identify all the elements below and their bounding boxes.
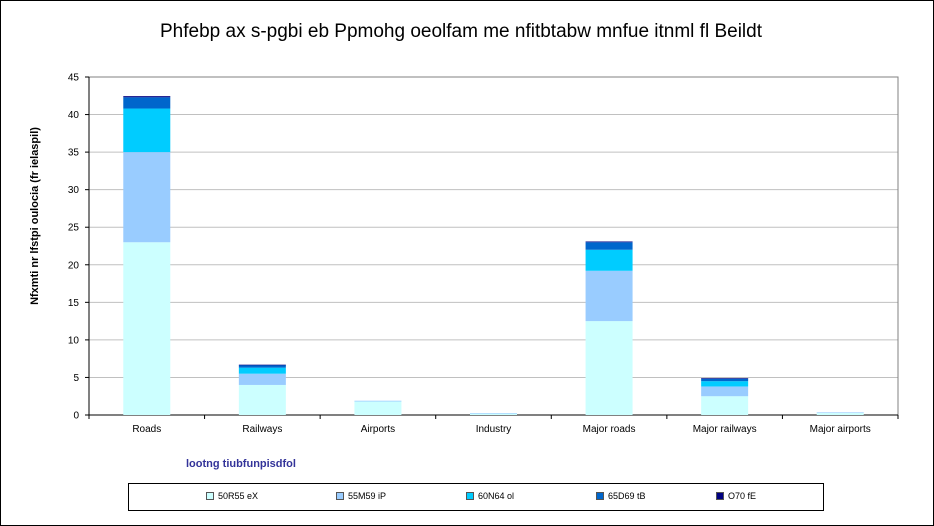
legend-label: 60N64 ol [478, 491, 515, 501]
legend: 50R55 eX 55M59 iP 60N64 ol 65D69 tB O70 fE [128, 483, 824, 511]
bar-segment [123, 152, 171, 243]
x-tick-label: Airports [361, 424, 395, 435]
y-tick-label: 15 [68, 298, 80, 309]
bar-segment [585, 270, 633, 322]
x-tick-label: Major airports [810, 424, 871, 435]
bar-segment [354, 401, 402, 415]
x-tick-label: Industry [476, 424, 512, 435]
legend-item: 60N64 ol [466, 491, 514, 501]
bar-segment [238, 364, 286, 366]
y-tick-label: 40 [68, 110, 80, 121]
legend-label: 50R55 eX [218, 491, 259, 501]
bar-segment [701, 381, 749, 387]
bar-segment [701, 396, 749, 415]
plot-border [88, 76, 899, 416]
bar-segment [701, 378, 749, 379]
bar-segment [816, 412, 864, 413]
x-tick-label: Railways [242, 424, 282, 435]
legend-swatch [336, 492, 344, 500]
bar-segment [701, 386, 749, 397]
y-tick-label: 45 [68, 73, 80, 84]
bar-segment [816, 412, 864, 415]
legend-swatch [596, 492, 604, 500]
legend-label: O70 fE [728, 491, 757, 501]
legend-item: 55M59 iP [336, 491, 386, 501]
legend-label: 55M59 iP [348, 491, 387, 501]
bar-segment [123, 108, 171, 153]
y-tick-label: 35 [68, 148, 80, 159]
legend-item: 50R55 eX [206, 491, 258, 501]
bar-segment [123, 97, 171, 109]
y-tick-label: 5 [73, 373, 79, 384]
bar-segment [470, 413, 517, 414]
bar-segment [238, 373, 286, 385]
x-tick-label: Major railways [693, 424, 757, 435]
bar-segment [354, 400, 402, 402]
bar-segment [123, 242, 171, 415]
x-axis-note: lootng tiubfunpisdfol [186, 458, 296, 470]
y-tick-label: 0 [73, 411, 79, 422]
bar-segment [470, 413, 517, 415]
bar-segment [238, 365, 286, 368]
legend-item: O70 fE [716, 491, 756, 501]
y-tick-label: 10 [68, 335, 80, 346]
x-tick-label: Roads [132, 424, 161, 435]
legend-label: 65D69 tB [608, 491, 646, 501]
bar-segment [585, 321, 633, 415]
bar-segment [585, 249, 633, 271]
legend-swatch [466, 492, 474, 500]
legend-item: 65D69 tB [596, 491, 646, 501]
y-tick-label: 20 [68, 260, 80, 271]
bar-segment [238, 367, 286, 374]
x-tick-label: Major roads [583, 424, 636, 435]
bar-segment [238, 384, 286, 415]
bar-segment [585, 242, 633, 250]
legend-swatch [716, 492, 724, 500]
bar-segment [123, 96, 171, 98]
chart-title: Phfebp ax s-pgbi eb Ppmohg oeolfam me nf… [160, 21, 762, 42]
plot-area: 0 5 10 15 20 25 30 35 40 45 Roads Railways Airports I… [68, 73, 899, 435]
y-tick-label: 30 [68, 185, 80, 196]
legend-swatch [206, 492, 214, 500]
bar-segment [701, 378, 749, 382]
bar-segment [585, 241, 633, 243]
y-tick-label: 25 [68, 223, 80, 234]
